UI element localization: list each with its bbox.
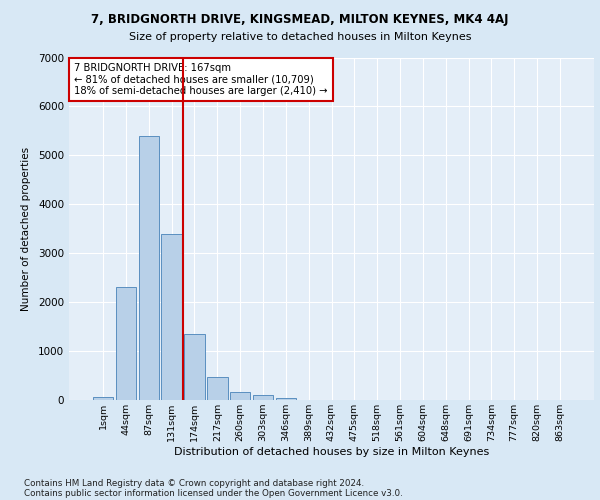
- Bar: [161, 234, 182, 400]
- Text: Contains public sector information licensed under the Open Government Licence v3: Contains public sector information licen…: [24, 488, 403, 498]
- Bar: [230, 392, 250, 400]
- Bar: [139, 136, 159, 400]
- Bar: [116, 288, 136, 400]
- Text: Size of property relative to detached houses in Milton Keynes: Size of property relative to detached ho…: [129, 32, 471, 42]
- Bar: [184, 334, 205, 400]
- X-axis label: Distribution of detached houses by size in Milton Keynes: Distribution of detached houses by size …: [174, 447, 489, 457]
- Text: 7, BRIDGNORTH DRIVE, KINGSMEAD, MILTON KEYNES, MK4 4AJ: 7, BRIDGNORTH DRIVE, KINGSMEAD, MILTON K…: [91, 12, 509, 26]
- Bar: [253, 395, 273, 400]
- Bar: [275, 398, 296, 400]
- Text: Contains HM Land Registry data © Crown copyright and database right 2024.: Contains HM Land Registry data © Crown c…: [24, 478, 364, 488]
- Y-axis label: Number of detached properties: Number of detached properties: [21, 146, 31, 311]
- Bar: [207, 376, 227, 400]
- Bar: [93, 396, 113, 400]
- Text: 7 BRIDGNORTH DRIVE: 167sqm
← 81% of detached houses are smaller (10,709)
18% of : 7 BRIDGNORTH DRIVE: 167sqm ← 81% of deta…: [74, 62, 328, 96]
